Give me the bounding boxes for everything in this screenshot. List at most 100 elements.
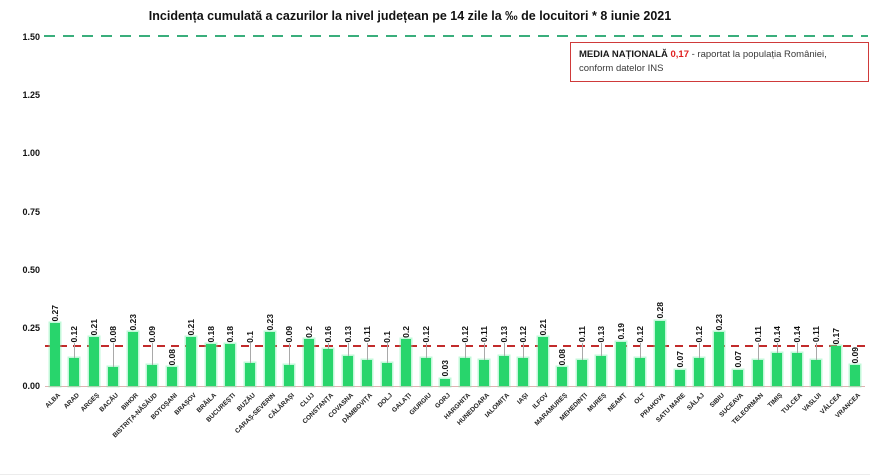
- bar-value-label: 0.12: [635, 325, 646, 343]
- y-tick-label: 0.25: [22, 322, 40, 333]
- bar-bucurești: [225, 344, 236, 386]
- bar-buzău: [245, 362, 255, 386]
- bar-value-label: 0.12: [694, 325, 705, 343]
- label-leader-line: [484, 343, 486, 361]
- bar-sibiu: [713, 332, 724, 386]
- bar-value-label: 0.27: [49, 304, 60, 322]
- bar-iași: [518, 358, 529, 386]
- bar-value-label: 0.12: [518, 325, 529, 343]
- label-leader-line: [640, 343, 642, 359]
- label-leader-line: [113, 343, 115, 368]
- bar-constanța: [323, 348, 334, 386]
- bar-bistrița-năsăud: [147, 365, 158, 386]
- bar-brașov: [186, 337, 197, 386]
- label-leader-line: [757, 343, 759, 361]
- legend-value: 0,17: [670, 49, 689, 60]
- label-leader-line: [367, 343, 369, 361]
- label-leader-line: [386, 343, 388, 363]
- label-leader-line: [816, 343, 818, 361]
- bar-value-label: 0.09: [147, 325, 158, 343]
- national-average-legend: MEDIA NAȚIONALĂ 0,17 - raportat la popul…: [570, 42, 869, 82]
- bar-value-label: 0.13: [498, 325, 509, 343]
- bar-value-label: 0.16: [323, 325, 334, 343]
- legend-suffix: - raportat la populația României,: [691, 49, 827, 60]
- label-leader-line: [777, 343, 779, 354]
- bar-gorj: [440, 379, 451, 386]
- label-leader-line: [425, 343, 427, 359]
- label-leader-line: [601, 343, 603, 356]
- bar-value-label: 0.12: [69, 325, 80, 343]
- label-leader-line: [581, 343, 583, 361]
- bar-galați: [401, 339, 412, 386]
- label-leader-line: [74, 343, 76, 359]
- bar-tulcea: [791, 353, 802, 386]
- bar-value-label: 0.21: [186, 318, 197, 336]
- bar-hunedoara: [479, 360, 490, 386]
- label-leader-line: [464, 343, 466, 359]
- bar-value-label: 0.21: [537, 318, 548, 336]
- reference-line-150: [44, 35, 868, 37]
- bar-value-label: 0.11: [811, 326, 822, 343]
- label-leader-line: [523, 343, 525, 359]
- bar-value-label: 0.11: [479, 326, 490, 343]
- bar-ilfov: [537, 337, 548, 386]
- bar-dolj: [381, 362, 392, 386]
- bar-value-label: 0.12: [420, 325, 431, 343]
- bar-value-label: 0.1: [381, 330, 392, 343]
- national-average-line: [45, 345, 865, 347]
- bar-harghita: [459, 358, 470, 386]
- y-tick-label: 0.75: [22, 206, 40, 217]
- label-leader-line: [152, 343, 154, 366]
- bar-bihor: [127, 332, 138, 386]
- label-leader-line: [796, 343, 798, 354]
- bar-value-label: 0.23: [264, 313, 275, 331]
- y-tick-label: 1.00: [22, 148, 40, 159]
- bar-value-label: 0.07: [674, 351, 685, 368]
- bar-arad: [69, 358, 80, 386]
- bar-vaslui: [811, 360, 822, 386]
- bar-value-label: 0.09: [284, 325, 295, 343]
- bar-value-label: 0.2: [303, 325, 314, 338]
- bar-value-label: 0.19: [615, 323, 626, 340]
- bar-giurgiu: [420, 358, 431, 386]
- bar-satu mare: [674, 369, 685, 386]
- y-tick-label: 0.50: [22, 264, 40, 275]
- bar-value-label: 0.08: [108, 325, 119, 343]
- bar-value-label: 0.07: [733, 351, 744, 368]
- bar-value-label: 0.08: [557, 348, 568, 366]
- bar-value-label: 0.1: [245, 330, 255, 343]
- legend-line2: conform datelor INS: [579, 62, 664, 74]
- bar-value-label: 0.18: [225, 325, 236, 343]
- bar-bacău: [108, 367, 119, 386]
- bar-value-label: 0.23: [713, 313, 724, 331]
- bar-dâmbovița: [362, 360, 373, 386]
- bar-mehedinți: [576, 360, 587, 386]
- bar-value-label: 0.14: [772, 325, 783, 343]
- bar-value-label: 0.13: [596, 325, 607, 343]
- x-axis-line: [45, 386, 865, 387]
- y-tick-label: 1.50: [22, 32, 40, 42]
- bar-value-label: 0.21: [88, 318, 99, 336]
- bar-botoșani: [166, 367, 177, 386]
- bar-value-label: 0.14: [791, 325, 802, 343]
- bar-teleorman: [752, 360, 763, 386]
- label-leader-line: [250, 343, 251, 363]
- label-leader-line: [289, 343, 291, 366]
- bar-maramureș: [557, 367, 568, 386]
- label-leader-line: [328, 343, 330, 349]
- bar-mureș: [596, 355, 607, 386]
- bar-value-label: 0.03: [440, 360, 451, 378]
- bar-value-label: 0.12: [459, 325, 470, 343]
- bar-călărași: [284, 365, 295, 386]
- bar-sălaj: [694, 358, 705, 386]
- bar-value-label: 0.11: [362, 326, 373, 343]
- bar-value-label: 0.23: [127, 313, 138, 331]
- bar-prahova: [655, 320, 665, 386]
- bar-value-label: 0.28: [655, 302, 665, 319]
- bar-timiș: [772, 353, 783, 386]
- bar-alba: [49, 323, 60, 386]
- bar-neamț: [615, 341, 626, 386]
- y-tick-label: 0.00: [22, 381, 40, 391]
- label-leader-line: [347, 343, 349, 356]
